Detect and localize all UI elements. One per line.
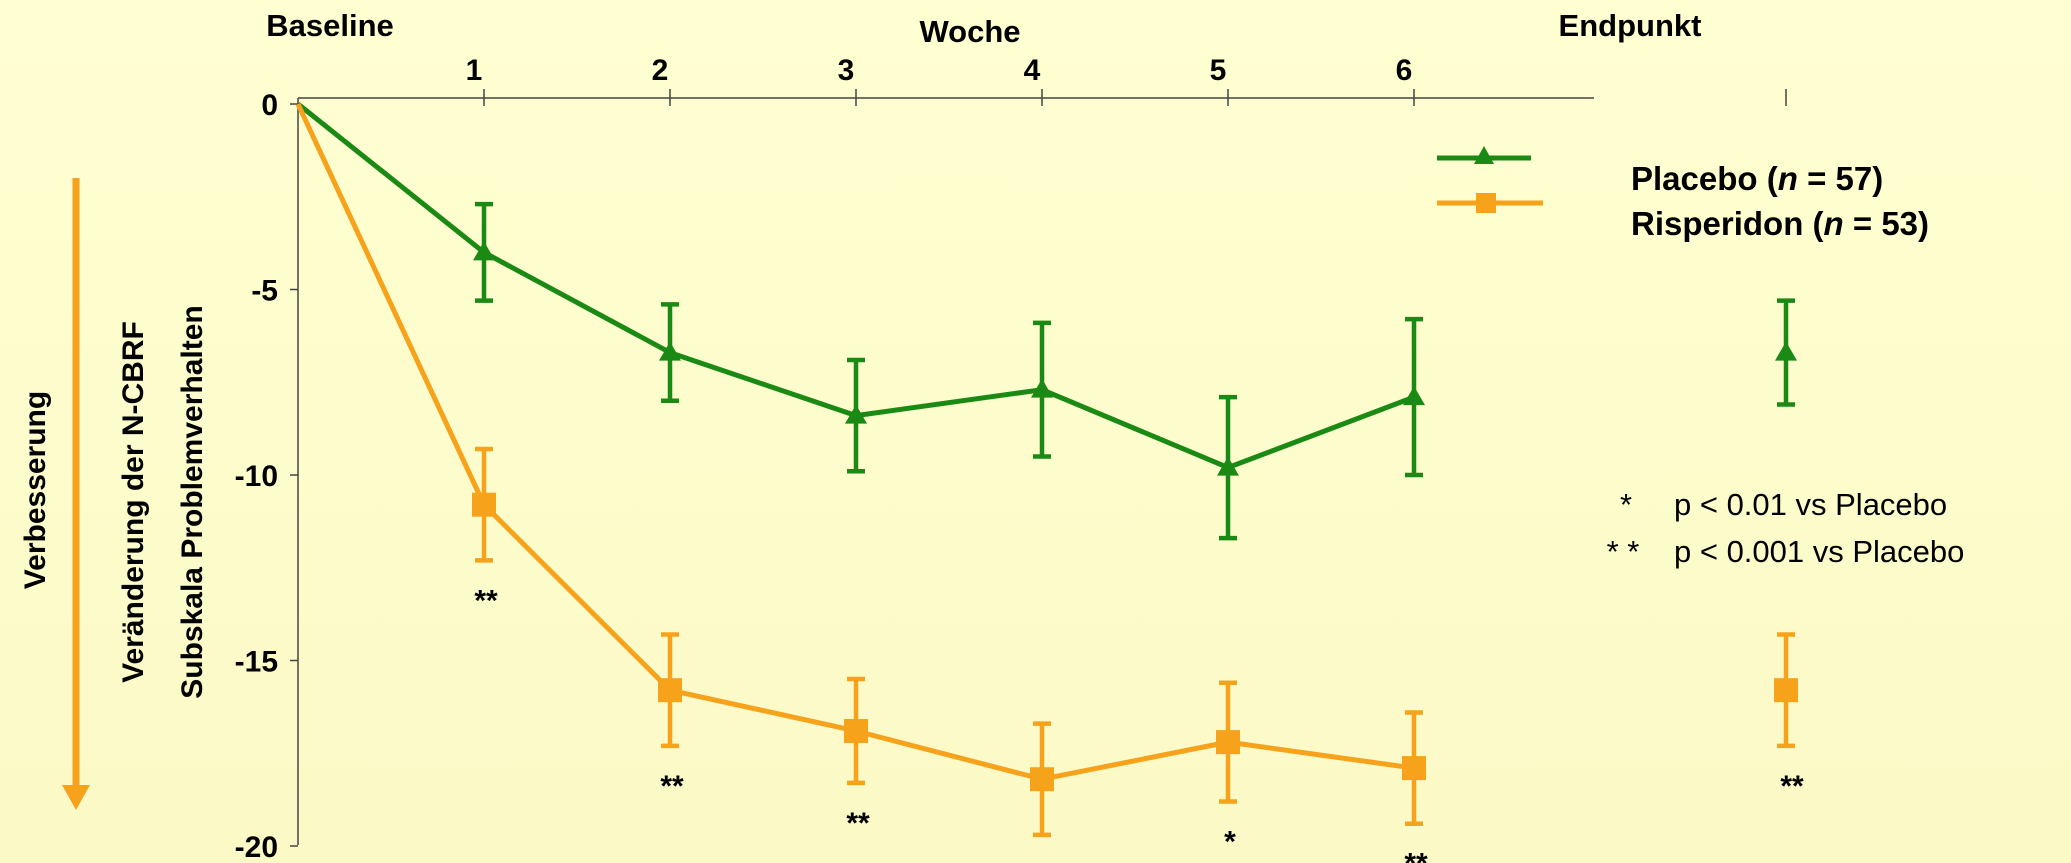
- data-point: [1216, 730, 1240, 755]
- legend: Placebo (n = 57) Risperidon (n = 53): [1437, 146, 1929, 242]
- y-tick-label: -10: [235, 460, 278, 493]
- footnotes: * p < 0.01 vs Placebo * * p < 0.001 vs P…: [1607, 487, 1965, 569]
- footnote-2-symbol: * *: [1607, 534, 1640, 569]
- x-ticks: 1 2 3 4 5 6: [466, 54, 1787, 106]
- y-axis-label-line2: Subskala Problemverhalten: [176, 305, 209, 699]
- data-point: [658, 678, 682, 703]
- data-point: [1403, 386, 1425, 406]
- y-tick-label: -5: [251, 275, 278, 308]
- legend-placebo-n-symbol: n: [1778, 160, 1798, 197]
- baseline-label: Baseline: [266, 8, 394, 43]
- y-tick-label: -15: [235, 646, 278, 679]
- legend-placebo-swatch: [1437, 146, 1531, 164]
- y-ticks: 0 -5 -10 -15 -20: [235, 89, 298, 863]
- footnote-2-text: p < 0.001 vs Placebo: [1674, 534, 1964, 569]
- series-layer: [295, 102, 1798, 838]
- data-point: [1030, 767, 1054, 792]
- data-point: [1031, 378, 1053, 398]
- legend-placebo-name: Placebo: [1631, 160, 1758, 197]
- significance-mark: **: [660, 770, 684, 803]
- data-point: [1774, 678, 1798, 703]
- data-point: [1402, 756, 1426, 781]
- legend-placebo-label: Placebo (n = 57): [1631, 160, 1883, 197]
- x-tick-label: 6: [1396, 54, 1413, 87]
- data-point: [1217, 456, 1239, 476]
- significance-layer: *************: [474, 584, 1804, 863]
- significance-mark: **: [474, 584, 498, 617]
- axes: [297, 97, 1594, 845]
- legend-risperidon-n-symbol: n: [1824, 205, 1844, 242]
- x-tick-label: 5: [1210, 54, 1227, 87]
- data-point: [473, 241, 495, 261]
- y-axis-label-line1: Veränderung der N-CBRF: [117, 321, 150, 683]
- series-placebo: [296, 102, 1797, 541]
- improvement-arrow: [62, 178, 90, 810]
- legend-placebo-n-value: 57: [1836, 160, 1873, 197]
- data-point: [844, 718, 868, 743]
- significance-mark: **: [1404, 848, 1428, 863]
- endpunkt-label: Endpunkt: [1559, 8, 1702, 43]
- data-point: [845, 404, 867, 424]
- data-point: [472, 492, 496, 517]
- significance-mark-endpoint: **: [1780, 770, 1804, 803]
- footnote-1-text: p < 0.01 vs Placebo: [1674, 487, 1947, 522]
- x-tick-label: 4: [1024, 54, 1041, 87]
- legend-risperidon-swatch: [1437, 193, 1543, 213]
- legend-risperidon-n-value: 53: [1881, 205, 1918, 242]
- significance-mark: **: [1032, 859, 1056, 863]
- y-tick-label: 0: [261, 89, 278, 122]
- legend-risperidon-label: Risperidon (n = 53): [1631, 205, 1929, 242]
- x-tick-label: 1: [466, 54, 483, 87]
- significance-mark: *: [1224, 825, 1236, 858]
- x-tick-label: 3: [838, 54, 855, 87]
- x-tick-label: 2: [652, 54, 669, 87]
- series-risperidon: [295, 102, 1798, 838]
- significance-mark: **: [846, 807, 870, 840]
- data-point: [659, 341, 681, 361]
- improvement-label: Verbesserung: [19, 391, 52, 589]
- data-point: [1775, 341, 1797, 361]
- woche-label: Woche: [919, 14, 1020, 49]
- legend-risperidon-name: Risperidon: [1631, 205, 1803, 242]
- y-tick-label: -20: [235, 831, 278, 863]
- footnote-1-symbol: *: [1620, 487, 1632, 522]
